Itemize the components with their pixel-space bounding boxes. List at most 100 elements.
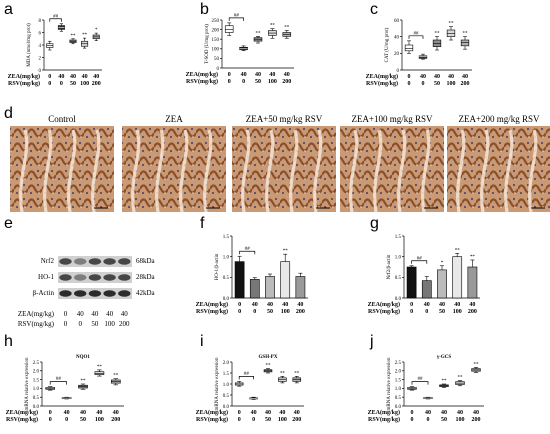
zea-value: 40 <box>70 74 76 80</box>
rsv-value: 0 <box>422 81 425 87</box>
y-tick-label: 150 <box>212 38 220 43</box>
significance-mark: ** <box>81 379 87 384</box>
zea-value: 40 <box>93 74 99 80</box>
box-2 <box>249 396 258 400</box>
rsv-value: 0 <box>49 417 52 423</box>
y-tick-label: 1.0 <box>395 387 402 392</box>
significance-mark: * <box>95 28 98 33</box>
y-tick-label: 2.5 <box>395 361 402 366</box>
y-axis-label: mRNA relative expression <box>25 357 30 411</box>
box-3: ** <box>263 364 273 374</box>
y-tick-label: 50 <box>214 57 220 62</box>
band <box>103 290 116 297</box>
comparison-bracket <box>228 17 244 21</box>
significance-mark: ** <box>474 362 480 367</box>
zea-value: 40 <box>80 410 86 416</box>
box-4: ** <box>446 22 456 41</box>
bar-5 <box>295 272 306 299</box>
bar-2 <box>421 276 432 299</box>
zea-value: 40 <box>121 310 129 318</box>
significance-mark: ** <box>455 248 461 253</box>
box-4: ** <box>268 24 277 39</box>
rsv-row-label: RSV(mg/kg) <box>196 416 228 423</box>
rsv-value: 50 <box>265 417 271 423</box>
rsv-value: 100 <box>453 309 462 315</box>
y-tick-label: 2 <box>39 56 42 61</box>
rsv-value: 100 <box>447 81 456 87</box>
zea-value: 40 <box>439 302 445 308</box>
significance-mark: * <box>441 261 444 266</box>
box-2 <box>57 23 65 32</box>
y-tick-label: 0.5 <box>33 396 40 401</box>
rsv-value: 100 <box>278 417 287 423</box>
panel-letter-h: h <box>4 333 13 350</box>
rsv-value: 0 <box>78 320 82 328</box>
y-tick-label: 40 <box>394 35 400 40</box>
rsv-row-label: RSV(mg/kg) <box>18 320 55 328</box>
bar-4: ** <box>452 248 463 299</box>
y-axis-label: MDA (nmol/mg prot) <box>27 23 32 67</box>
rsv-value: 0 <box>65 417 68 423</box>
rsv-value: 50 <box>80 417 86 423</box>
zea-value: 40 <box>64 410 70 416</box>
rsv-value: 50 <box>439 309 445 315</box>
significance-mark: ** <box>463 32 469 37</box>
bar <box>406 266 417 299</box>
y-tick-label: 0.0 <box>223 297 230 302</box>
y-tick-label: 0.5 <box>395 276 402 281</box>
comparison-bracket <box>239 250 256 255</box>
rsv-row-label: RSV(mg/kg) <box>8 80 40 87</box>
bar <box>295 276 306 299</box>
rsv-value: 100 <box>80 81 89 87</box>
bar-3 <box>265 273 275 299</box>
zea-row-label: ZEA(mg/kg) <box>368 409 400 416</box>
zea-value: 40 <box>424 302 430 308</box>
rsv-value: 0 <box>48 81 51 87</box>
zea-value: 40 <box>420 74 426 80</box>
rsv-value: 50 <box>441 417 447 423</box>
significance-mark: ## <box>56 377 62 382</box>
box-body <box>224 25 234 33</box>
y-tick-label: 0.0 <box>395 297 402 302</box>
significance-mark: ** <box>97 365 103 370</box>
y-tick-label: 1.0 <box>395 255 402 260</box>
significance-mark: ## <box>234 13 240 18</box>
micrograph-title: ZEA <box>165 114 183 124</box>
bar <box>467 266 478 299</box>
y-tick-label: 0 <box>397 69 400 74</box>
bar-1 <box>406 265 417 299</box>
rsv-value: 50 <box>91 320 99 328</box>
y-tick-label: 1.5 <box>223 235 230 240</box>
significance-mark: ## <box>414 31 420 36</box>
y-tick-label: 6 <box>39 31 42 36</box>
zea-value: 40 <box>265 410 271 416</box>
box-5: ** <box>282 26 292 39</box>
y-tick-label: 0.5 <box>223 276 230 281</box>
band-name: Nrf2 <box>41 257 55 265</box>
box-4: ** <box>81 33 89 49</box>
rsv-value: 0 <box>238 417 241 423</box>
box-5: ** <box>292 371 302 384</box>
zea-value: 40 <box>454 302 460 308</box>
y-tick-label: 2.0 <box>223 361 230 366</box>
y-tick-label: 0.5 <box>395 396 402 401</box>
box-1 <box>46 40 54 51</box>
rsv-value: 50 <box>434 81 440 87</box>
villus-lumen <box>528 129 538 213</box>
band <box>74 274 87 281</box>
significance-mark: ## <box>245 247 251 252</box>
zea-value: 0 <box>49 410 52 416</box>
zea-row-label: ZEA(mg/kg) <box>368 301 400 308</box>
box-body <box>418 55 428 59</box>
rsv-row-label: RSV(mg/kg) <box>366 80 398 87</box>
panel-letter-e: e <box>4 215 13 232</box>
villus-lumen <box>91 129 101 213</box>
significance-mark: ** <box>435 32 441 37</box>
box-2 <box>418 53 428 60</box>
y-tick-label: 4 <box>39 44 42 49</box>
band <box>88 290 102 297</box>
significance-mark: ## <box>418 377 424 382</box>
significance-mark: ** <box>458 375 464 380</box>
